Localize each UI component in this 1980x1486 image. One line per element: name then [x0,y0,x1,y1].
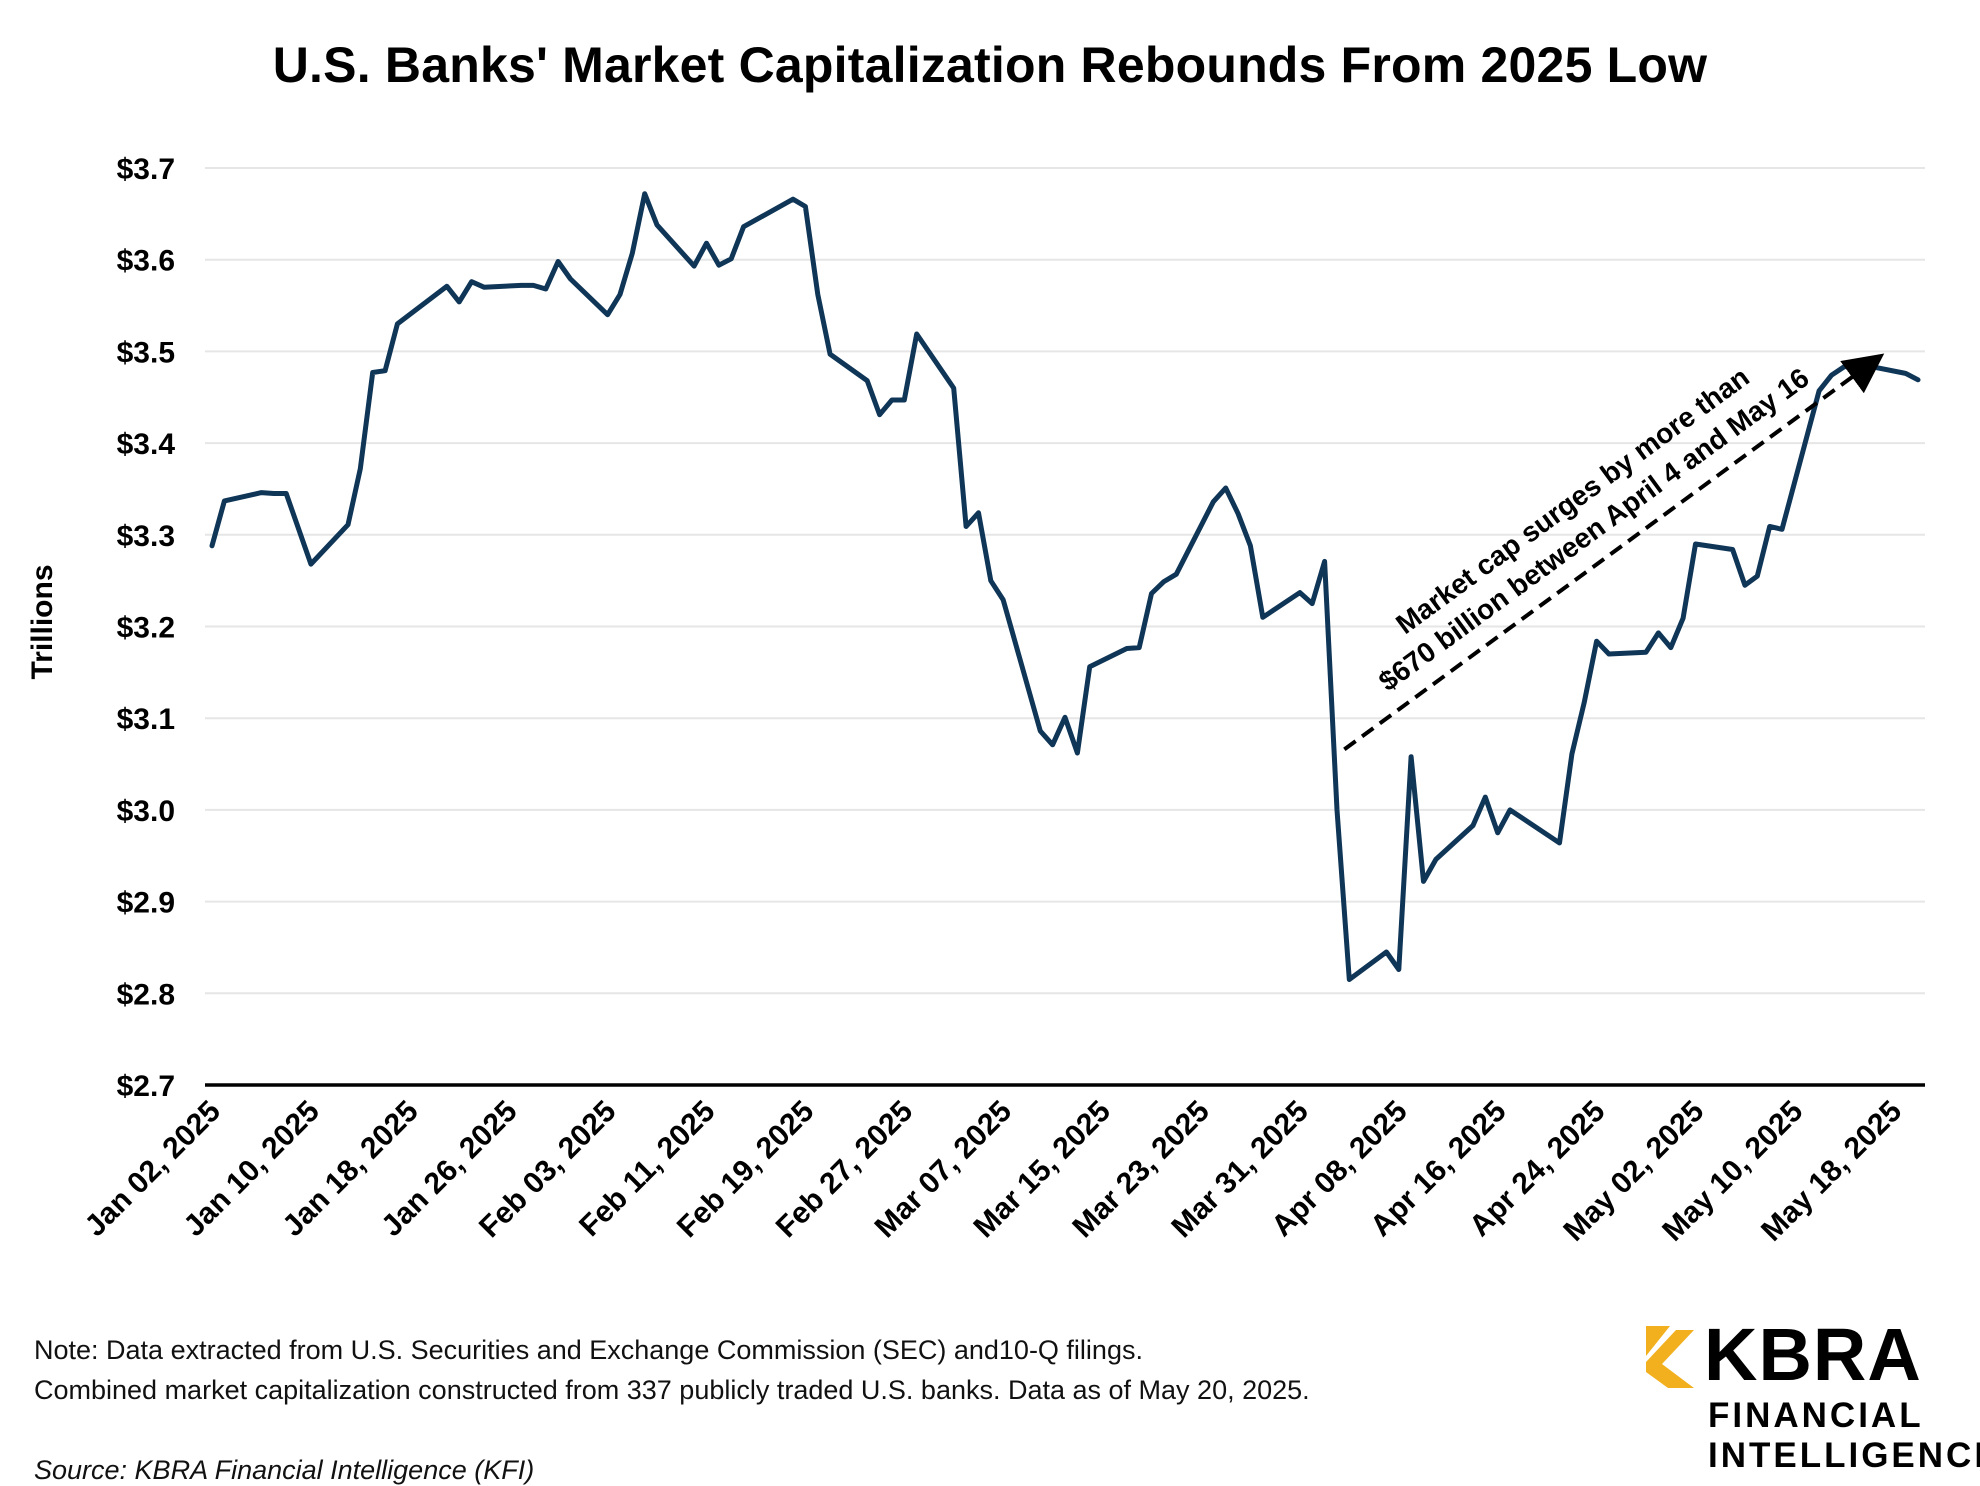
logo-subtitle-line-2: INTELLIGENCE [1708,1436,1980,1475]
market-cap-series-line [209,191,1921,982]
y-tick-label: $3.2 [117,612,175,645]
y-tick-label: $3.5 [117,336,175,369]
note-line-2: Combined market capitalization construct… [34,1375,1310,1405]
chart-title: U.S. Banks' Market Capitalization Reboun… [272,37,1708,93]
y-tick-label: $3.1 [117,703,175,736]
y-axis-label: Trillions [26,564,59,679]
y-tick-label: $2.9 [117,887,175,920]
logo-subtitle-line-1: FINANCIAL [1708,1396,1924,1435]
y-tick-label: $3.6 [117,245,175,278]
y-tick-label: $3.7 [117,153,175,186]
annotation: Market cap surges by more than $670 bill… [1343,353,1885,751]
logo-accent-top [1646,1326,1670,1356]
logo-wordmark: KBRA [1704,1313,1922,1396]
annotation-arrow [1343,353,1885,751]
note-line-1: Note: Data extracted from U.S. Securitie… [34,1335,1143,1365]
kbra-logo: KBRA FINANCIAL INTELLIGENCE [1646,1318,1980,1485]
y-axis-tick-labels: $2.7 $2.8 $2.9 $3.0 $3.1 $3.2 $3.3 $3.4 $3.5 $3.6… [117,153,176,1103]
source-line: Source: KBRA Financial Intelligence (KFI… [34,1455,535,1485]
y-tick-label: $3.3 [117,520,175,553]
y-tick-label: $3.0 [117,795,175,828]
kbra-logo-mark-icon [1646,1326,1694,1388]
y-tick-label: $2.8 [117,978,175,1011]
gridlines [205,167,1925,995]
logo-accent-bottom [1646,1330,1694,1388]
y-tick-label: $3.4 [117,428,176,461]
annotation-text-line-1: Market cap surges by more than [1390,361,1755,640]
y-tick-label: $2.7 [117,1070,175,1103]
